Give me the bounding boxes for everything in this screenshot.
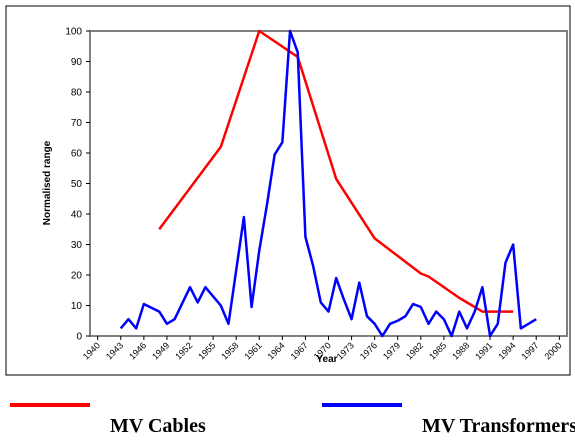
y-tick-label: 50 — [71, 179, 83, 190]
series-line — [158, 29, 514, 313]
y-tick-label: 0 — [76, 332, 82, 343]
y-tick-label: 60 — [71, 149, 83, 160]
y-tick-label: 90 — [71, 57, 83, 68]
legend-label: MV Cables — [110, 415, 206, 437]
x-axis-label: Year — [316, 354, 337, 365]
legend-label: MV Transformers — [422, 415, 575, 437]
y-axis-label: Normalised range — [42, 140, 53, 225]
y-tick-label: 10 — [71, 301, 83, 312]
y-tick-label: 20 — [71, 271, 83, 282]
y-tick-label: 70 — [71, 118, 83, 129]
series-line — [119, 29, 537, 338]
y-tick-label: 100 — [65, 27, 82, 38]
y-tick-label: 30 — [71, 240, 83, 251]
y-tick-label: 40 — [71, 210, 83, 221]
y-tick-label: 80 — [71, 88, 83, 99]
